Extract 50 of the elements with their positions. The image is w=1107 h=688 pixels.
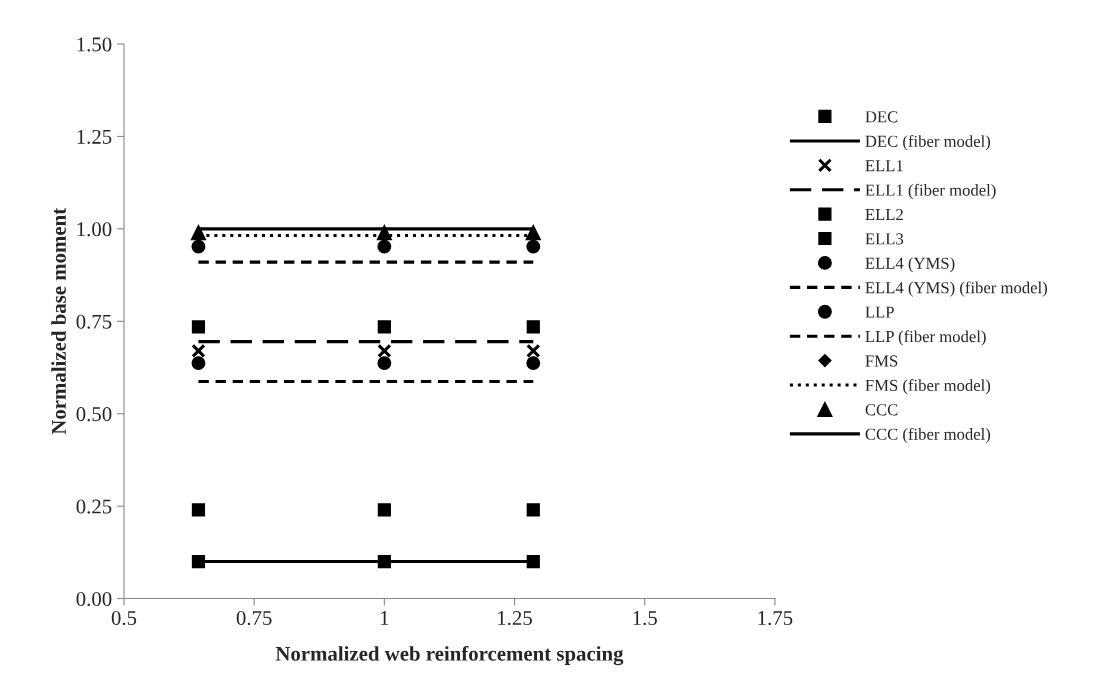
legend-label: ELL1 (fiber model)	[865, 183, 996, 200]
x-tick-label: 1.25	[498, 611, 532, 626]
point	[191, 239, 206, 254]
point	[191, 503, 206, 517]
y-tick-label: 1.50	[77, 37, 112, 52]
point	[377, 554, 391, 569]
x-tick-label: 0.5	[111, 610, 137, 626]
point	[525, 224, 541, 241]
point	[377, 356, 392, 371]
point	[376, 224, 392, 241]
point	[526, 320, 540, 334]
point	[191, 320, 206, 334]
y-tick-label: 0.25	[76, 499, 112, 514]
x-tick-label: 1.5	[633, 611, 657, 626]
x-tick-label: 1	[380, 611, 389, 625]
legend-label: ELL4 (YMS) (fiber model)	[865, 281, 1047, 297]
legend-label: LLP	[865, 306, 894, 318]
point	[526, 356, 541, 371]
point	[191, 343, 206, 358]
point	[377, 320, 391, 334]
x-axis-title: Normalized web reinforcement spacing	[275, 645, 624, 666]
y-tick-label: 0.75	[76, 314, 112, 329]
y-tick-label: 1.00	[77, 222, 112, 237]
legend-label: FMS (fiber model)	[865, 379, 991, 395]
legend-label: ELL3	[865, 233, 904, 245]
legend-label: ELL4 (YMS)	[865, 257, 955, 273]
legend-label: DEC (fiber model)	[865, 135, 991, 151]
x-tick-label: 1.75	[758, 611, 793, 626]
y-tick-label: 0.00	[76, 591, 112, 607]
y-tick-label: 1.25	[77, 129, 112, 144]
point	[191, 356, 206, 371]
y-tick-label: 0.50	[76, 407, 112, 422]
legend-label: CCC (fiber model)	[865, 427, 991, 444]
legend-label: ELL1	[865, 160, 903, 172]
point	[377, 239, 392, 254]
point	[526, 554, 540, 569]
point	[377, 503, 391, 517]
legend-label: CCC	[865, 404, 898, 416]
legend-label: LLP (fiber model)	[865, 330, 986, 346]
y-axis-title: Normalized base moment	[51, 207, 66, 435]
legend-label: FMS	[865, 355, 898, 367]
point	[191, 554, 206, 569]
x-tick-label: 0.75	[236, 610, 272, 626]
point	[526, 503, 540, 517]
legend-label: DEC	[865, 111, 898, 123]
legend-label: ELL2	[865, 208, 903, 220]
point	[526, 239, 541, 254]
point	[526, 343, 541, 358]
point	[190, 224, 207, 241]
point	[377, 343, 392, 358]
